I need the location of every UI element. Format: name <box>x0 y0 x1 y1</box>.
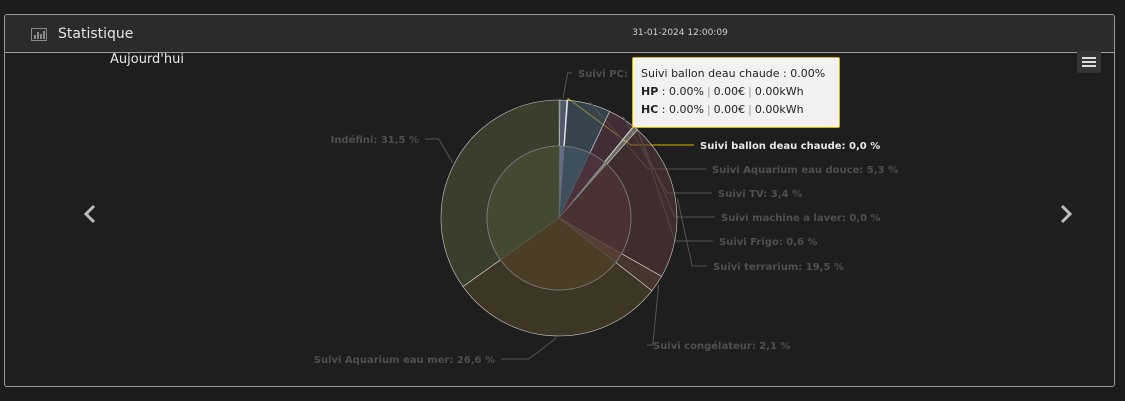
tooltip-series-name: Suivi ballon deau chaude <box>641 67 780 80</box>
tooltip-hp-energy: 0.00kWh <box>754 85 804 98</box>
data-label-suivi-tv: Suivi TV: 3,4 % <box>718 189 802 200</box>
chart-subtitle: Aujourd'hui <box>110 52 184 67</box>
tooltip-hc-energy: 0.00kWh <box>754 103 804 116</box>
connector-suivi-pc <box>562 72 572 99</box>
chart-tooltip: Suivi ballon deau chaude : 0.00% HP : 0.… <box>632 57 840 128</box>
data-label-suivi-aquarium-eau-douce: Suivi Aquarium eau douce: 5,3 % <box>712 165 898 176</box>
tooltip-title-row: Suivi ballon deau chaude : 0.00% <box>641 67 826 80</box>
tooltip-hc-label: HC <box>641 103 659 116</box>
bar-chart-icon <box>31 28 47 41</box>
tooltip-hp-percent: 0.00% <box>668 85 704 98</box>
connector-suivi-aquarium-eau-mer <box>501 337 557 360</box>
data-label-suivi-terrarium: Suivi terrarium: 19,5 % <box>713 262 844 273</box>
tooltip-hc-cost: 0.00€ <box>713 103 746 116</box>
menu-icon-bar <box>1082 57 1096 59</box>
connector-suivi-congelateur <box>647 284 660 346</box>
data-label-suivi-pc: Suivi PC: <box>578 69 628 80</box>
data-label-suivi-frigo: Suivi Frigo: 0,6 % <box>719 237 817 248</box>
data-label-suivi-congelateur: Suivi congélateur: 2,1 % <box>653 340 791 352</box>
tooltip-series-value: 0.00% <box>790 67 826 80</box>
menu-icon-bar <box>1082 61 1096 63</box>
tooltip-hp-label: HP <box>641 85 659 98</box>
panel-title: Statistique <box>58 26 134 42</box>
data-label-indefini: Indéfini: 31,5 % <box>331 134 419 146</box>
tooltip-hp-cost: 0.00€ <box>713 85 746 98</box>
tooltip-hc-percent: 0.00% <box>668 103 704 116</box>
connector-suivi-terrarium <box>676 198 707 267</box>
data-label-suivi-ballon-deau-chaude: Suivi ballon deau chaude: 0,0 % <box>700 141 880 152</box>
timestamp: 31-01-2024 12:00:09 <box>632 28 728 38</box>
chart-menu-button[interactable] <box>1077 51 1101 73</box>
chevron-left-icon[interactable] <box>80 202 100 226</box>
tooltip-hc-row: HC : 0.00% | 0.00€ | 0.00kWh <box>641 103 804 116</box>
inner-ring <box>486 145 632 291</box>
data-label-suivi-aquarium-eau-mer: Suivi Aquarium eau mer: 26,6 % <box>314 355 495 366</box>
data-label-suivi-machine-a-laver: Suivi machine a laver: 0,0 % <box>721 213 881 224</box>
tooltip-hp-row: HP : 0.00% | 0.00€ | 0.00kWh <box>641 85 804 98</box>
panel-header: Statistique 31-01-2024 12:00:09 <box>5 15 1114 53</box>
connector-indefini <box>425 138 453 163</box>
menu-icon-bar <box>1082 65 1096 67</box>
chevron-right-icon[interactable] <box>1056 202 1076 226</box>
